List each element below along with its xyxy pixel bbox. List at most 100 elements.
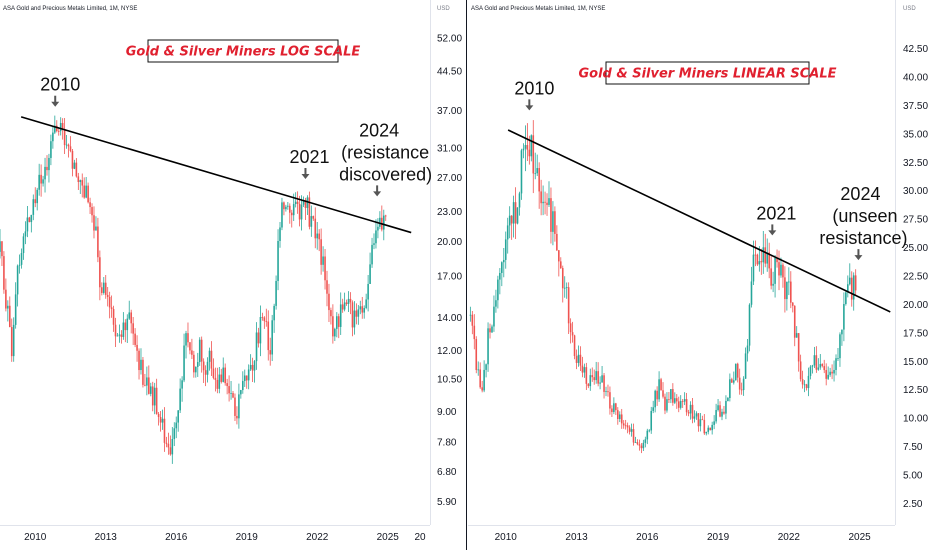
- candle-body: [337, 316, 340, 327]
- candle-body: [624, 425, 627, 427]
- candle-body: [312, 216, 315, 219]
- candle-body: [177, 410, 179, 423]
- candle-body: [59, 122, 62, 132]
- candle-body: [351, 302, 354, 328]
- candle-body: [609, 392, 611, 409]
- y-tick-label: 20.00: [903, 300, 928, 311]
- candle-body: [369, 264, 371, 284]
- candle-body: [122, 322, 125, 337]
- candle-body: [778, 262, 780, 276]
- candle-body: [803, 384, 806, 386]
- x-tick-label: 2025: [377, 532, 400, 543]
- x-tick-label: 2013: [565, 532, 588, 543]
- candle-body: [628, 427, 631, 432]
- candle-body: [672, 389, 674, 403]
- candle-body: [662, 390, 664, 397]
- candle-body: [112, 309, 115, 325]
- candle-body: [732, 380, 735, 383]
- candle-body: [764, 247, 767, 264]
- candle-body: [587, 383, 590, 387]
- candle-body: [349, 298, 352, 303]
- candle-body: [811, 365, 814, 367]
- candle-body: [597, 371, 599, 384]
- symbol-label: ASA Gold and Precious Metals Limited, 1M…: [3, 6, 137, 12]
- candle-body: [196, 362, 199, 367]
- candle-body: [208, 350, 211, 362]
- candle-body: [548, 198, 550, 205]
- candle-body: [50, 141, 52, 158]
- candle-body: [483, 369, 485, 391]
- candle-body: [275, 280, 277, 306]
- candle-body: [788, 281, 790, 283]
- candle-body: [240, 390, 242, 395]
- candle-body: [565, 287, 568, 288]
- candle-body: [666, 399, 668, 411]
- candle-body: [821, 363, 824, 367]
- candle-body: [506, 225, 509, 240]
- candle-body: [332, 316, 334, 337]
- candle-body: [561, 268, 564, 289]
- candle-body: [845, 292, 847, 305]
- candle-body: [776, 257, 778, 263]
- candle-body: [550, 198, 552, 232]
- candle-body: [782, 264, 784, 278]
- candle-body: [65, 144, 68, 146]
- candle-body: [343, 302, 346, 310]
- candle-body: [837, 358, 839, 359]
- candle-body: [75, 162, 78, 177]
- candle-body: [664, 396, 666, 411]
- y-tick-label: 37.50: [903, 101, 928, 112]
- candle-body: [780, 264, 782, 276]
- candle-body: [634, 442, 637, 443]
- candle-body: [361, 306, 364, 313]
- candle-body: [760, 261, 763, 263]
- candle-body: [823, 366, 826, 371]
- annotation-label: (resistance: [341, 142, 429, 162]
- chart-title: Gold & Silver Miners LINEAR SCALE: [578, 67, 836, 82]
- y-tick-label: 20.00: [437, 237, 462, 248]
- annotation-label: 2010: [514, 78, 554, 98]
- candle-body: [695, 413, 698, 417]
- candle-body: [585, 367, 588, 384]
- candle-body: [8, 305, 11, 328]
- candle-body: [646, 430, 649, 440]
- candle-body: [725, 400, 727, 414]
- candle-body: [784, 277, 786, 300]
- candle-body: [7, 305, 9, 309]
- candle-body: [756, 254, 759, 265]
- candle-body: [14, 294, 17, 325]
- candle-body: [652, 407, 654, 411]
- candle-body: [559, 261, 562, 269]
- candle-body: [593, 377, 596, 381]
- candle-body: [685, 399, 688, 413]
- candle-body: [357, 309, 360, 317]
- candle-body: [532, 135, 535, 174]
- candle-body: [766, 252, 769, 264]
- candle-body: [670, 389, 672, 400]
- candle-body: [322, 256, 324, 265]
- candle-body: [345, 302, 348, 305]
- candle-body: [599, 382, 601, 384]
- candle-body: [727, 398, 729, 401]
- candle-body: [155, 387, 158, 414]
- candle-body: [0, 241, 1, 252]
- candle-body: [701, 419, 704, 421]
- candle-body: [187, 333, 189, 343]
- y-tick-label: 27.00: [437, 173, 462, 184]
- candle-body: [713, 421, 715, 425]
- candle-body: [36, 189, 39, 204]
- candle-body: [601, 375, 603, 383]
- candle-body: [715, 410, 717, 422]
- candle-body: [363, 308, 366, 313]
- y-tick-label: 10.00: [903, 414, 928, 425]
- candle-body: [271, 320, 273, 355]
- candle-body: [290, 212, 293, 216]
- candle-body: [563, 287, 566, 289]
- candle-body: [709, 427, 712, 431]
- candle-body: [801, 379, 804, 385]
- candle-body: [595, 371, 597, 381]
- x-tick-label: 2019: [236, 532, 259, 543]
- candle-body: [200, 339, 203, 362]
- candle-body: [829, 371, 831, 375]
- candle-body: [16, 265, 19, 295]
